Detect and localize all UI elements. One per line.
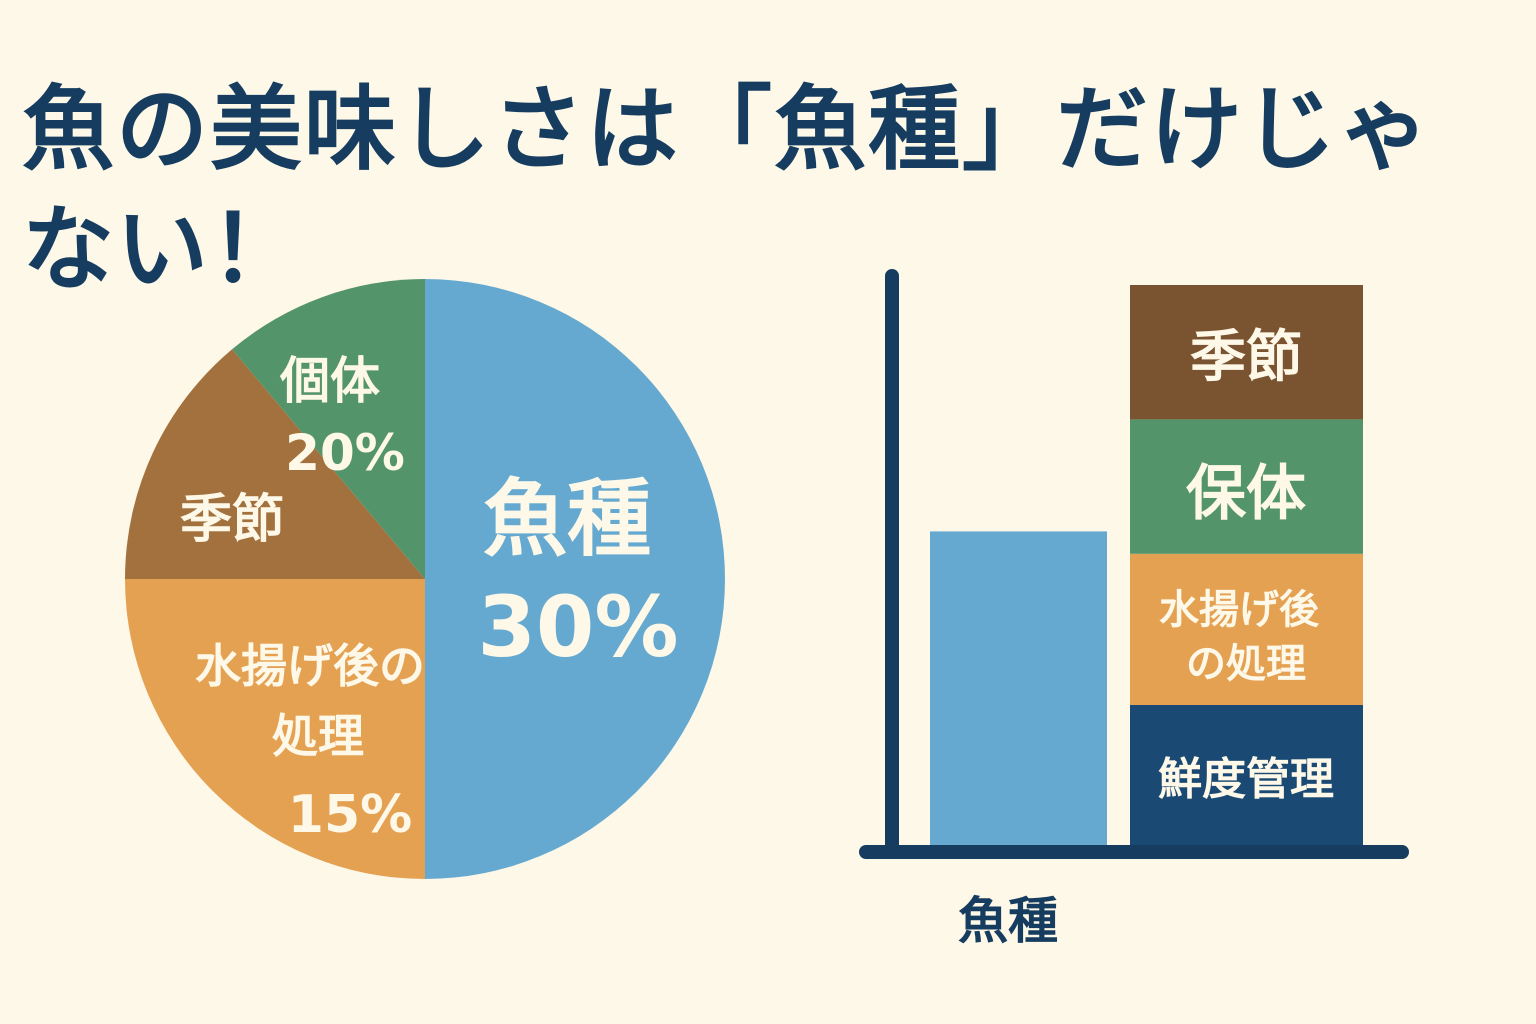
page-title: 魚の美味しさは「魚種」だけじゃない！ [22, 76, 1433, 303]
bar-label-handling-line1: 水揚げ後 [1159, 587, 1320, 633]
pie-slice-fish-species [425, 279, 725, 879]
pie-chart [125, 279, 725, 879]
x-tick-label: 魚種 [958, 892, 1058, 950]
bar-label-season: 季節 [1190, 325, 1302, 390]
bar-rects [930, 285, 1363, 845]
pie-slice-individual [232, 279, 425, 579]
stacked-segment-handling [1130, 553, 1363, 705]
bar-label-handling: 水揚げ後 の処理 [1159, 587, 1333, 687]
bar-labels: 鮮度管理 水揚げ後 の処理 保体 季節 [1158, 325, 1334, 805]
bar-fish-species [930, 531, 1107, 845]
pie-label-handling-line1: 水揚げ後の [195, 639, 425, 693]
pie-value-individual: 20% [285, 424, 405, 482]
pie-label-fish-species: 魚種 [483, 470, 651, 568]
pie-label-individual: 個体 [279, 352, 380, 410]
pie-slice-season [125, 349, 425, 579]
stacked-segment-freshness [1130, 705, 1363, 845]
bar-label-handling-line2: の処理 [1186, 641, 1306, 687]
stacked-segment-body [1130, 419, 1363, 554]
bar-label-freshness: 鮮度管理 [1158, 754, 1334, 805]
pie-label-season: 季節 [180, 490, 284, 550]
pie-value-fish-species: 30% [477, 578, 678, 676]
pie-label-handling: 水揚げ後の 処理 [195, 639, 441, 763]
pie-value-handling: 15% [288, 785, 412, 845]
pie-slice-handling [125, 579, 425, 879]
bar-chart: 鮮度管理 水揚げ後 の処理 保体 季節 魚種 [859, 269, 1409, 950]
pie-label-handling-line2: 処理 [272, 709, 364, 763]
pie-labels: 魚種 30% 水揚げ後の 処理 15% 季節 個体 20% [180, 352, 679, 845]
stacked-segment-season [1130, 285, 1363, 420]
bar-label-body: 保体 [1186, 459, 1306, 529]
